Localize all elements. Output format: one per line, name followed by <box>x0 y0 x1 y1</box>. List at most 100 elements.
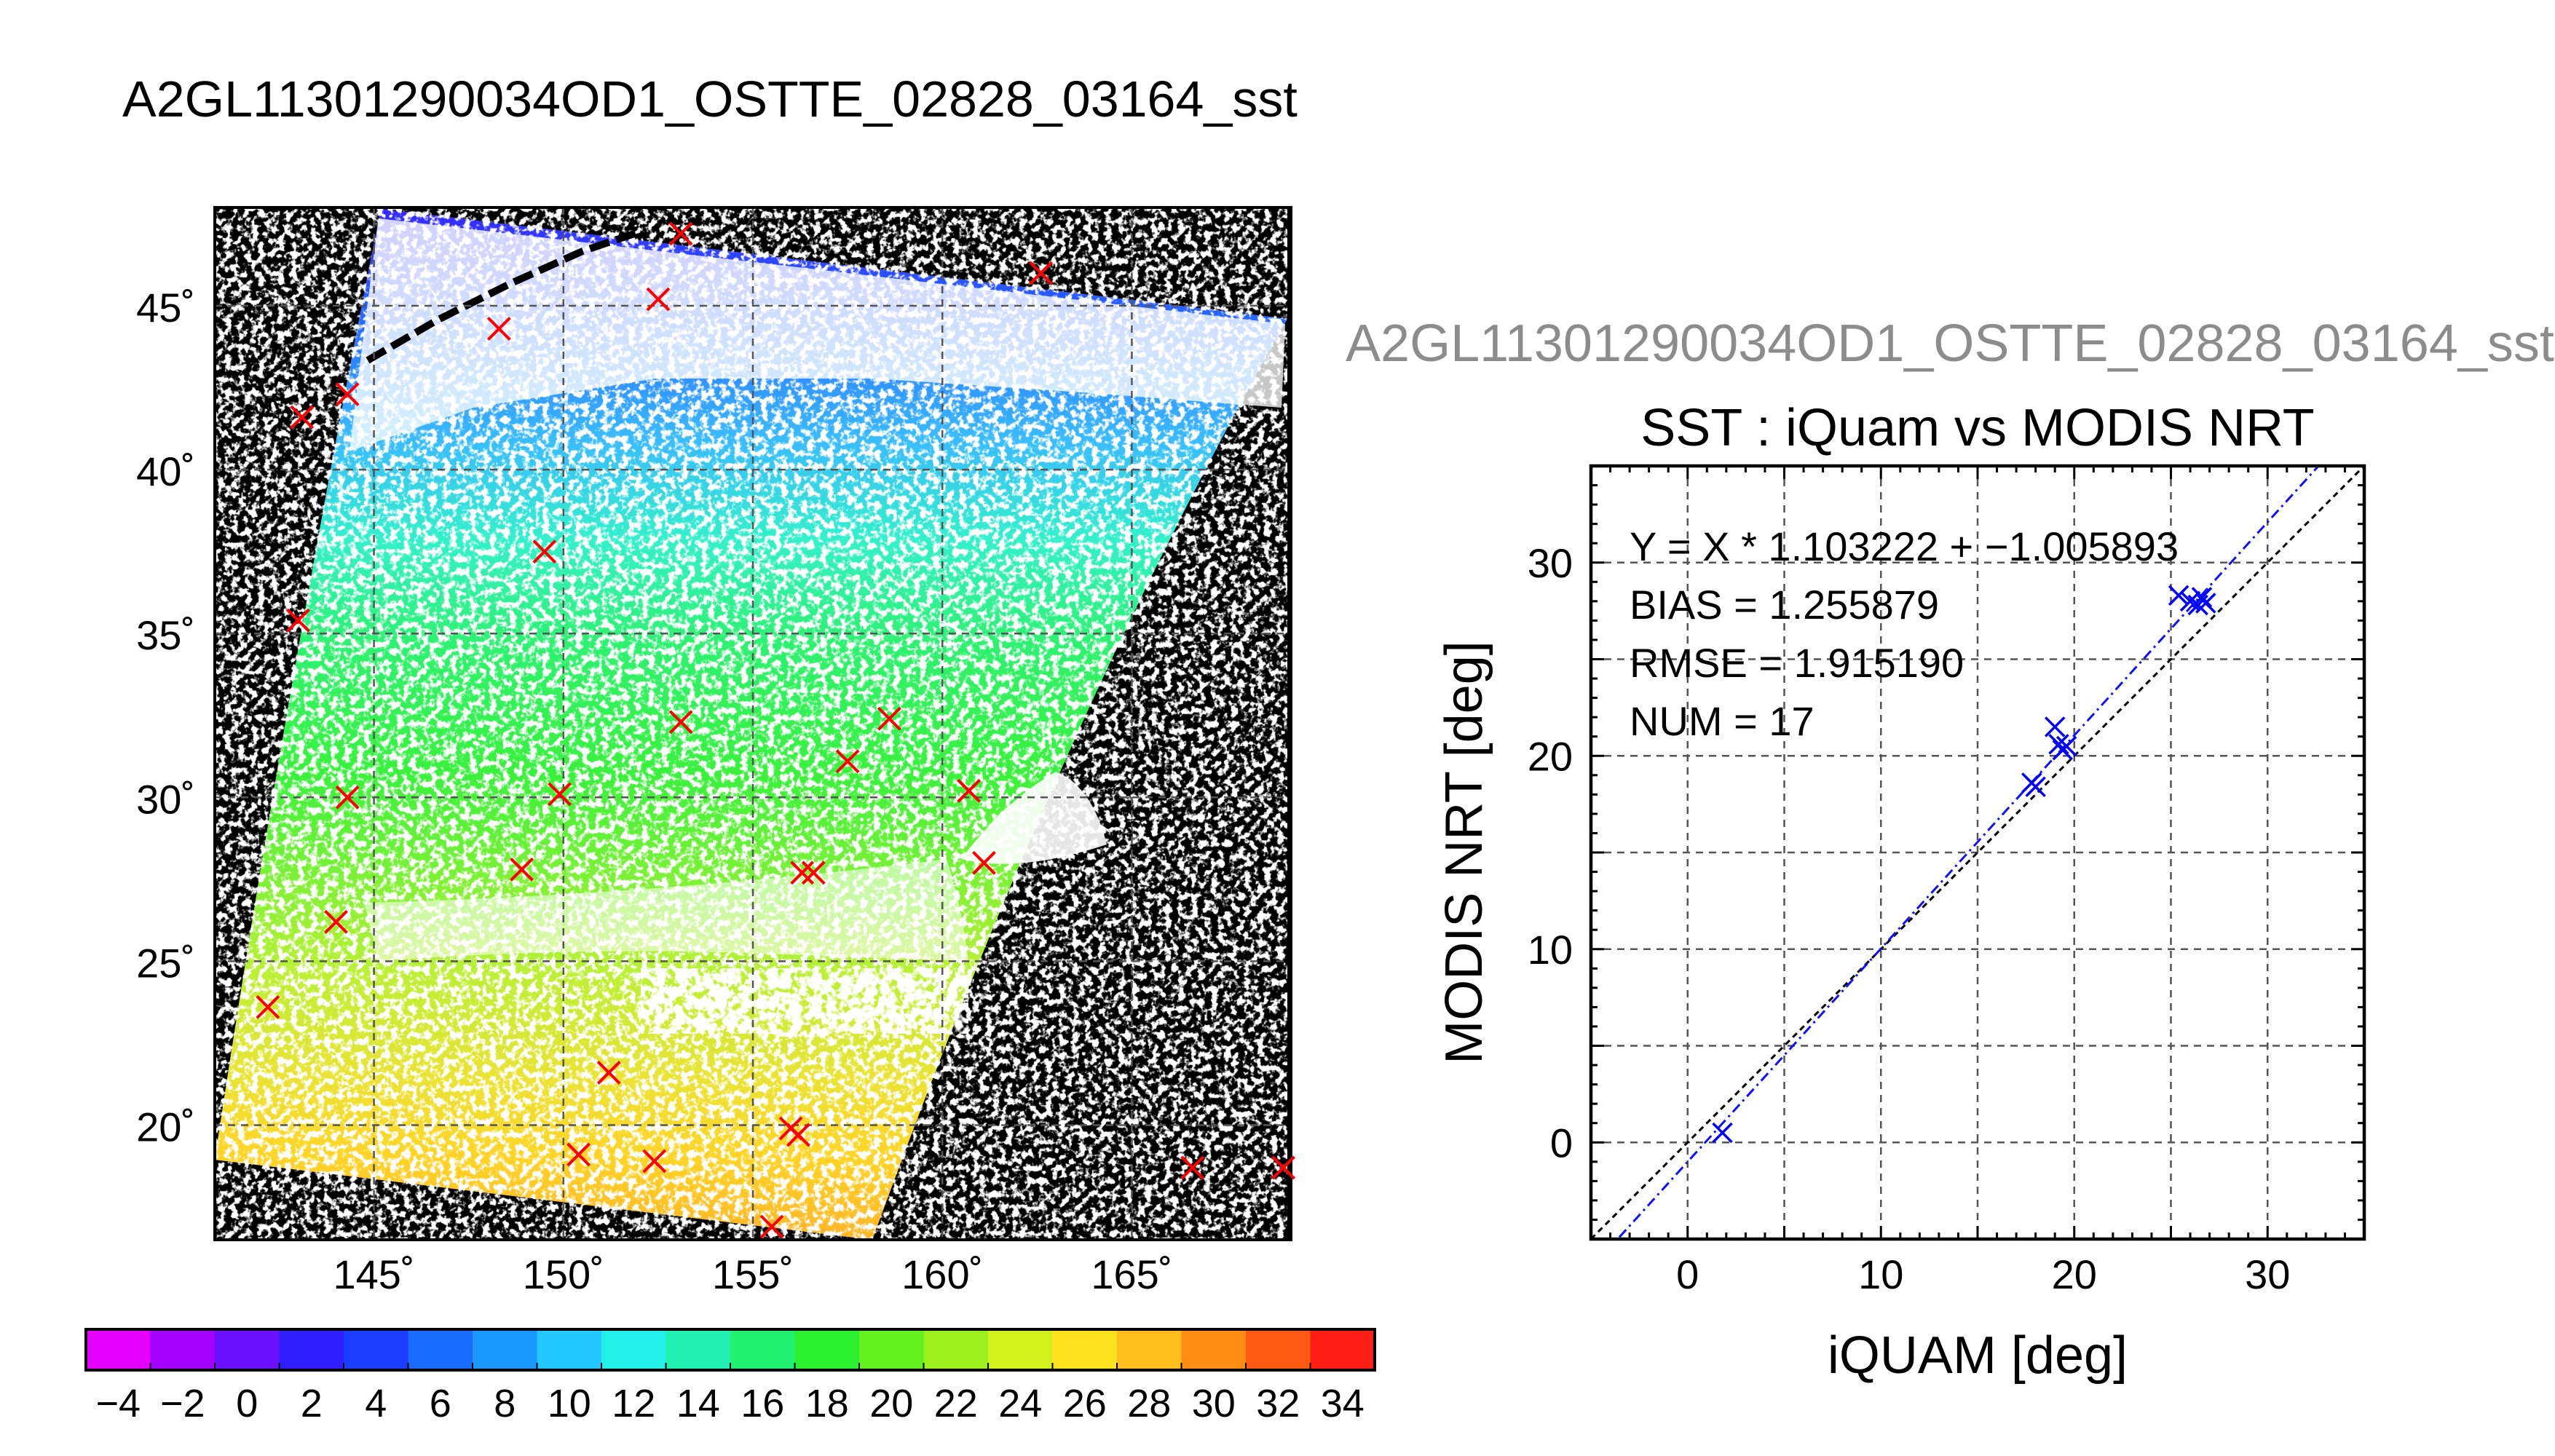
colorbar-tick-label: 0 <box>236 1382 258 1425</box>
match-point-markers <box>256 221 1296 1239</box>
y-tick-label: 20 <box>1528 733 1573 779</box>
fit-equation: Y = X * 1.103222 + −1.005893 <box>1630 523 2179 569</box>
x-tick-label: 30 <box>2245 1251 2290 1297</box>
colorbar-cell <box>601 1329 666 1370</box>
match-marker <box>290 405 315 430</box>
lat-tick-label: 30˚ <box>136 776 195 822</box>
match-marker <box>1271 1155 1296 1180</box>
colorbar-cell <box>1181 1329 1247 1370</box>
colorbar-cell <box>859 1329 924 1370</box>
match-marker <box>324 909 348 934</box>
identity-line <box>1591 466 2364 1239</box>
colorbar-tick-label: 34 <box>1321 1382 1365 1425</box>
y-tick-label: 30 <box>1528 540 1573 586</box>
match-marker <box>1180 1155 1205 1180</box>
colorbar-tick-label: 24 <box>998 1382 1042 1425</box>
y-tick-label: 0 <box>1550 1120 1573 1166</box>
lon-tick-label: 145˚ <box>333 1251 415 1297</box>
colorbar-tick-label: 30 <box>1192 1382 1236 1425</box>
match-marker <box>972 850 996 875</box>
scatter-plot: Y = X * 1.103222 + −1.005893 BIAS = 1.25… <box>1435 464 2366 1385</box>
scatter-title: SST : iQuam vs MODIS NRT <box>1640 399 2315 457</box>
colorbar-tick-label: 14 <box>676 1382 720 1425</box>
colorbar-tick-label: 8 <box>494 1382 516 1425</box>
lon-tick-label: 165˚ <box>1091 1251 1172 1297</box>
colorbar-tick-label: 10 <box>548 1382 591 1425</box>
x-tick-label: 10 <box>1858 1251 1903 1297</box>
lat-tick-label: 35˚ <box>136 612 195 658</box>
match-marker <box>335 785 360 810</box>
colorbar-cell <box>1052 1329 1118 1370</box>
rmse-stat: RMSE = 1.915190 <box>1630 640 1964 686</box>
colorbar-tick-label: 26 <box>1063 1382 1107 1425</box>
scatter-point <box>1712 1122 1733 1144</box>
colorbar-tick-label: 32 <box>1256 1382 1300 1425</box>
colorbar-cell <box>666 1329 731 1370</box>
scatter-point <box>2044 716 2066 737</box>
colorbar-cell <box>730 1329 795 1370</box>
colorbar-cell <box>1310 1329 1375 1370</box>
match-marker <box>256 994 280 1019</box>
match-marker <box>286 608 310 633</box>
figure-title: A2GL11301290034OD1_OSTTE_02828_03164_sst <box>122 71 1298 127</box>
colorbar-cell <box>344 1329 408 1370</box>
colorbar-frame <box>84 1328 1376 1372</box>
scatter-point <box>2195 593 2216 614</box>
match-marker <box>646 287 671 312</box>
lat-tick-label: 45˚ <box>136 285 195 331</box>
match-marker <box>801 860 826 885</box>
bias-stat: BIAS = 1.255879 <box>1630 582 1939 628</box>
match-marker <box>596 1061 621 1085</box>
colorbar-tick-label: 2 <box>301 1382 323 1425</box>
colorbar-tick-label: 22 <box>934 1382 978 1425</box>
sst-field <box>215 209 1287 1240</box>
colorbar-tick-label: −2 <box>160 1382 205 1425</box>
colorbar-cell <box>86 1329 151 1370</box>
lat-tick-label: 20˚ <box>136 1104 195 1150</box>
match-marker <box>548 782 572 807</box>
y-axis-tick-labels: 0 10 20 30 <box>1528 540 1573 1166</box>
plot-grid <box>1591 466 2364 1239</box>
map-graticule <box>215 207 1291 1240</box>
colorbar-cells <box>86 1329 1375 1370</box>
y-axis-label: MODIS NRT [deg] <box>1435 641 1493 1064</box>
lon-tick-label: 150˚ <box>523 1251 604 1297</box>
coastline <box>366 228 642 364</box>
colorbar-cell <box>1246 1329 1311 1370</box>
match-marker <box>642 1149 667 1174</box>
sst-map: 45˚ 40˚ 35˚ 30˚ 25˚ 20˚ 145˚ 150˚ 155˚ 160˚ 165˚ <box>136 206 1296 1297</box>
plot-frame <box>1589 464 2366 1241</box>
colorbar-cell <box>150 1329 216 1370</box>
lat-tick-label: 25˚ <box>136 940 195 986</box>
colorbar-tick-labels: −4 −2 0 2 4 6 8 10 12 14 16 18 20 22 24 26 28 30 32 34 <box>95 1382 1364 1425</box>
colorbar-cell <box>215 1329 280 1370</box>
colorbar-cell <box>1117 1329 1182 1370</box>
scatter-point <box>2025 776 2046 797</box>
match-marker <box>486 317 511 341</box>
colorbar-tick-label: 18 <box>805 1382 849 1425</box>
colorbar-tick-label: 20 <box>869 1382 913 1425</box>
lon-tick-label: 155˚ <box>712 1251 794 1297</box>
match-marker <box>759 1214 784 1239</box>
colorbar-cell <box>988 1329 1053 1370</box>
scatter-point <box>2048 734 2069 755</box>
match-marker <box>335 382 360 407</box>
colorbar-tick-label: 4 <box>365 1382 387 1425</box>
colorbar-cell <box>473 1329 537 1370</box>
scatter-point <box>2191 587 2213 608</box>
colorbar-cell <box>923 1329 989 1370</box>
colorbar-tick-label: 16 <box>741 1382 784 1425</box>
lon-tick-label: 160˚ <box>901 1251 983 1297</box>
colorbar-cell <box>794 1329 860 1370</box>
x-axis-tick-labels: 0 10 20 30 <box>1676 1251 2290 1297</box>
colorbar-tick-label: 6 <box>430 1382 451 1425</box>
colorbar-cell <box>537 1329 602 1370</box>
match-marker <box>877 706 901 731</box>
num-stat: NUM = 17 <box>1630 698 1814 744</box>
colorbar-cell <box>408 1329 473 1370</box>
scatter-point <box>2168 585 2189 606</box>
match-marker <box>835 749 860 774</box>
colorbar: −4 −2 0 2 4 6 8 10 12 14 16 18 20 22 24 26 28 30 32 34 <box>84 1328 1376 1425</box>
x-axis-label: iQUAM [deg] <box>1828 1326 2128 1385</box>
